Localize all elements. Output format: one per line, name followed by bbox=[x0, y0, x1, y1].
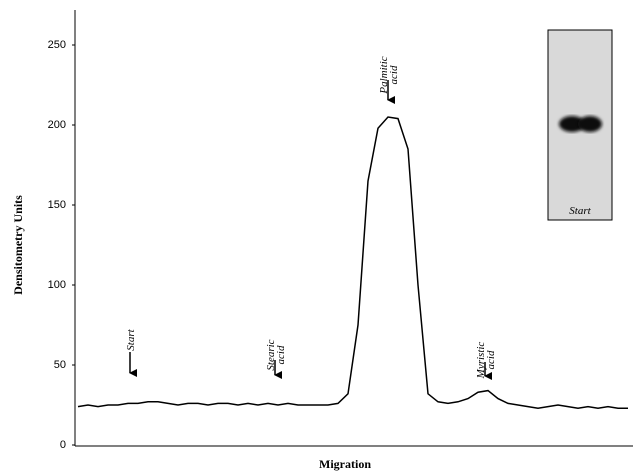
y-tick-label: 50 bbox=[54, 359, 66, 371]
y-tick-label: 0 bbox=[60, 439, 66, 451]
inset-label: Start bbox=[569, 205, 591, 217]
y-tick-label: 250 bbox=[48, 39, 66, 51]
x-axis-label: Migration bbox=[319, 457, 371, 471]
y-tick-label: 100 bbox=[48, 279, 66, 291]
annotation: Start bbox=[125, 328, 137, 350]
chart: Densitometry Units Migration Start 0 50 10… bbox=[0, 0, 633, 473]
band bbox=[578, 116, 602, 132]
trace bbox=[78, 117, 628, 408]
y-tick-label: 150 bbox=[48, 199, 66, 211]
annotation: acid bbox=[275, 345, 287, 364]
y-tick-label: 200 bbox=[48, 119, 66, 131]
inset: Start bbox=[548, 30, 612, 220]
y-axis-label: Densitometry Units bbox=[11, 195, 25, 295]
annotation: acid bbox=[485, 350, 497, 369]
annotation: acid bbox=[388, 65, 400, 84]
